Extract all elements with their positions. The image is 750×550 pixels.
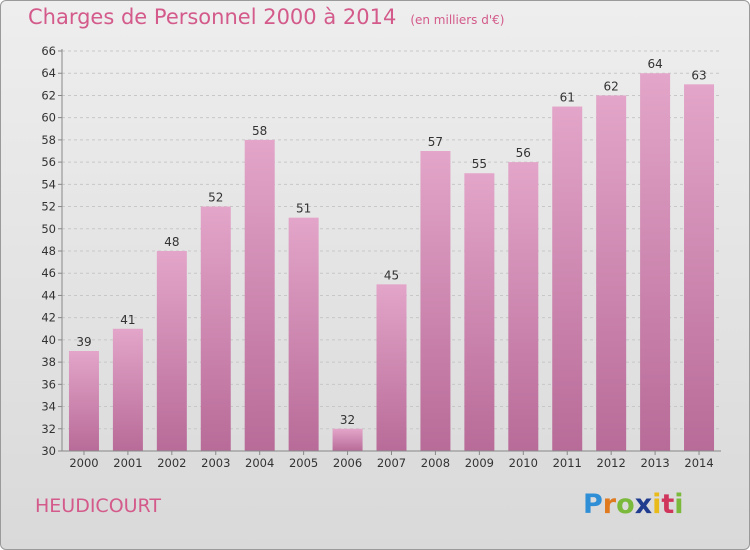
bar-value-label: 51 — [296, 202, 311, 216]
y-tick-label: 32 — [41, 422, 56, 436]
bar — [684, 84, 715, 451]
x-tick-label: 2003 — [201, 456, 230, 470]
y-tick-label: 66 — [41, 44, 56, 58]
y-tick-label: 62 — [41, 88, 56, 102]
x-tick-label: 2007 — [377, 456, 406, 470]
x-tick-label: 2013 — [640, 456, 669, 470]
x-tick-label: 2011 — [553, 456, 582, 470]
x-tick-label: 2014 — [684, 456, 713, 470]
y-tick-label: 42 — [41, 311, 56, 325]
bar — [200, 206, 231, 451]
y-tick-label: 56 — [41, 155, 56, 169]
y-tick-label: 50 — [41, 222, 56, 236]
y-tick-label: 48 — [41, 244, 56, 258]
y-tick-label: 54 — [41, 177, 56, 191]
bar-value-label: 63 — [691, 68, 706, 82]
bar-value-label: 52 — [208, 191, 223, 205]
bar — [68, 351, 99, 451]
y-tick-label: 38 — [41, 355, 56, 369]
bar-value-label: 55 — [472, 157, 487, 171]
x-tick-label: 2005 — [289, 456, 318, 470]
x-tick-label: 2004 — [245, 456, 274, 470]
chart-title-block: Charges de Personnel 2000 à 2014 (en mill… — [28, 5, 504, 29]
bar — [332, 428, 363, 451]
x-axis: 2000 2001 2002 2003 2004 2005 2006 2007 2008 2009… — [62, 450, 721, 470]
bar — [596, 95, 627, 451]
bar-value-label: 48 — [164, 235, 179, 249]
x-tick-label: 2010 — [509, 456, 538, 470]
bar — [156, 251, 187, 451]
y-tick-label: 52 — [41, 200, 56, 214]
x-tick-label: 2001 — [113, 456, 142, 470]
bar-value-label: 61 — [560, 91, 575, 105]
bar — [640, 73, 671, 451]
bar-value-label: 32 — [340, 413, 355, 427]
bar-value-label: 58 — [252, 124, 267, 138]
x-tick-label: 2009 — [465, 456, 494, 470]
bar — [420, 151, 451, 451]
x-tick-label: 2002 — [157, 456, 186, 470]
chart-unit: (en milliers d'€) — [410, 13, 505, 27]
proxiti-logo[interactable]: Proxiti — [583, 489, 684, 520]
bar-value-label: 56 — [516, 146, 531, 160]
bar-value-label: 62 — [604, 79, 619, 93]
bar — [288, 217, 319, 451]
bar-value-label: 57 — [428, 135, 443, 149]
bar — [112, 328, 143, 451]
bar — [464, 173, 495, 451]
x-tick-label: 2012 — [597, 456, 626, 470]
y-tick-label: 40 — [41, 333, 56, 347]
y-tick-label: 46 — [41, 266, 56, 280]
bar — [552, 106, 583, 452]
bar-value-label: 39 — [76, 335, 91, 349]
y-tick-label: 36 — [41, 377, 56, 391]
x-tick-label: 2006 — [333, 456, 362, 470]
x-tick-label: 2008 — [421, 456, 450, 470]
y-tick-label: 60 — [41, 111, 56, 125]
bar-value-label: 64 — [647, 57, 662, 71]
y-tick-label: 64 — [41, 66, 56, 80]
bar-value-label: 41 — [120, 313, 135, 327]
bar — [244, 139, 275, 451]
y-tick-label: 58 — [41, 133, 56, 147]
x-tick-label: 2000 — [69, 456, 98, 470]
y-tick-label: 34 — [41, 400, 56, 414]
y-tick-label: 44 — [41, 288, 56, 302]
y-tick-label: 30 — [41, 444, 56, 458]
bar-value-label: 45 — [384, 268, 399, 282]
commune-name: HEUDICOURT — [35, 495, 161, 517]
bars: 39 41 48 52 58 51 32 45 57 55 56 61 62 64 63 — [68, 57, 715, 452]
chart-title: Charges de Personnel 2000 à 2014 — [28, 5, 397, 29]
y-axis: 30 32 34 36 38 40 42 44 46 48 50 52 54 56 58 60 62 64 66 — [41, 44, 63, 458]
bar — [508, 162, 539, 451]
bar — [376, 284, 407, 451]
